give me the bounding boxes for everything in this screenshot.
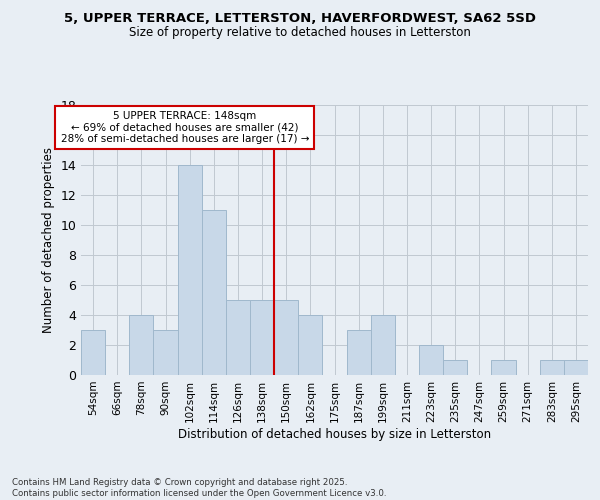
Bar	[564, 360, 588, 375]
Text: Size of property relative to detached houses in Letterston: Size of property relative to detached ho…	[129, 26, 471, 39]
X-axis label: Distribution of detached houses by size in Letterston: Distribution of detached houses by size …	[178, 428, 491, 440]
Bar	[226, 300, 250, 375]
Bar	[491, 360, 515, 375]
Y-axis label: Number of detached properties: Number of detached properties	[42, 147, 55, 333]
Bar	[371, 315, 395, 375]
Bar	[202, 210, 226, 375]
Text: 5, UPPER TERRACE, LETTERSTON, HAVERFORDWEST, SA62 5SD: 5, UPPER TERRACE, LETTERSTON, HAVERFORDW…	[64, 12, 536, 26]
Text: 5 UPPER TERRACE: 148sqm
← 69% of detached houses are smaller (42)
28% of semi-de: 5 UPPER TERRACE: 148sqm ← 69% of detache…	[61, 111, 309, 144]
Bar	[250, 300, 274, 375]
Bar	[274, 300, 298, 375]
Bar	[154, 330, 178, 375]
Bar	[178, 165, 202, 375]
Bar	[540, 360, 564, 375]
Bar	[81, 330, 105, 375]
Bar	[419, 345, 443, 375]
Bar	[298, 315, 322, 375]
Bar	[443, 360, 467, 375]
Bar	[347, 330, 371, 375]
Text: Contains HM Land Registry data © Crown copyright and database right 2025.
Contai: Contains HM Land Registry data © Crown c…	[12, 478, 386, 498]
Bar	[129, 315, 154, 375]
